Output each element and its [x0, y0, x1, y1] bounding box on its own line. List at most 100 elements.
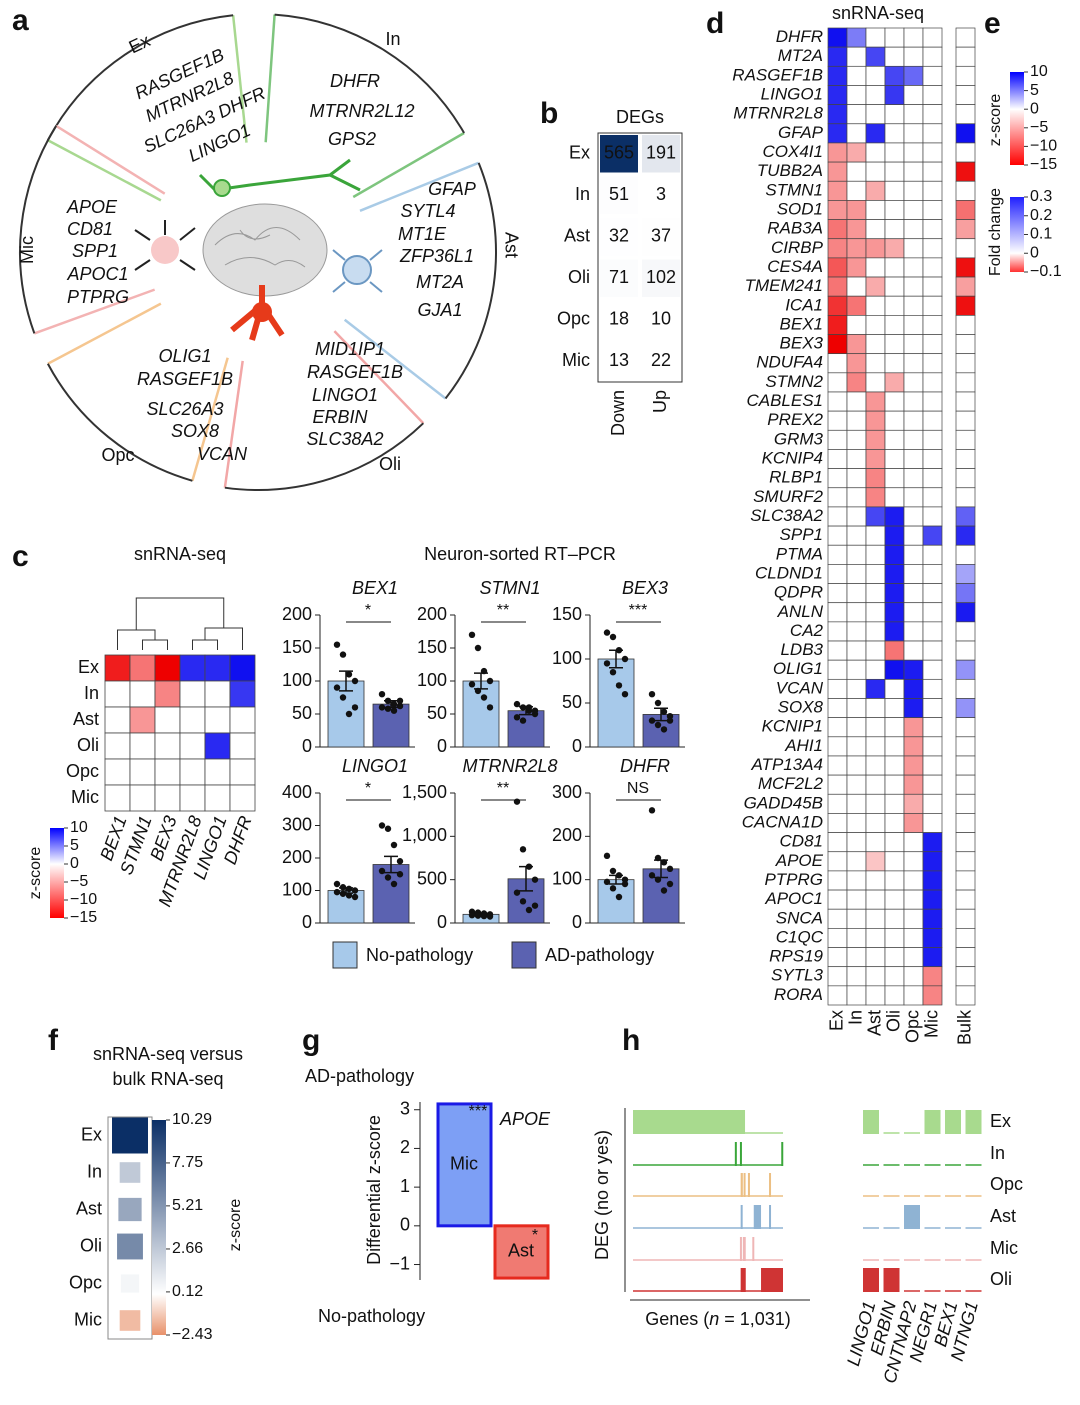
- row-label: Ex: [990, 1111, 1011, 1131]
- heatmap-cell: [884, 487, 905, 508]
- heatmap-cell: [903, 985, 924, 1006]
- gene-label: STMN2: [765, 372, 823, 391]
- deg-segment: [742, 1237, 746, 1261]
- deg-cell: [904, 1205, 920, 1229]
- heatmap-cell: [119, 1162, 141, 1183]
- y-tick-label: 500: [417, 868, 447, 888]
- colorbar-tick-label: −15: [70, 909, 97, 926]
- table-title: DEGs: [616, 107, 664, 127]
- gene-label: CACNA1D: [742, 812, 823, 831]
- heatmap-cell: [922, 219, 943, 240]
- heatmap-cell: [865, 908, 886, 929]
- heatmap-cell: [179, 680, 206, 708]
- data-point: [486, 704, 494, 711]
- data-point: [378, 691, 386, 698]
- colorbar-label: z-score: [27, 847, 44, 900]
- gene-label: MID1IP1: [315, 339, 385, 359]
- heatmap-cell: [903, 755, 924, 776]
- heatmap-cell: [884, 410, 905, 431]
- heatmap-cell: [865, 65, 886, 86]
- gene-label: CD81: [780, 832, 823, 851]
- colorbar-tick-label: 0: [70, 855, 79, 872]
- data-point: [666, 713, 674, 720]
- row-label: Mic: [562, 350, 590, 370]
- heatmap-cell: [903, 46, 924, 67]
- gene-label: SYTL4: [400, 201, 455, 221]
- legend-swatch: [332, 941, 358, 969]
- panel-label: f: [48, 1024, 59, 1057]
- heatmap-cell: [865, 353, 886, 374]
- gene-label: GRM3: [774, 429, 824, 448]
- bulk-cell: [955, 315, 976, 335]
- data-point: [468, 681, 476, 688]
- heatmap-cell: [903, 391, 924, 412]
- sector-edge: [47, 302, 229, 482]
- heatmap-cell: [922, 736, 943, 757]
- heatmap-cell: [903, 544, 924, 565]
- bar: [507, 710, 545, 748]
- heatmap-cell: [846, 219, 867, 240]
- heatmap-cell: [903, 717, 924, 738]
- sector-arc: [274, 13, 465, 134]
- row-label: Mic: [74, 1309, 102, 1329]
- heatmap-cell: [204, 680, 231, 708]
- gene-label: KCNIP1: [762, 717, 823, 736]
- heatmap-cell: [865, 736, 886, 757]
- heatmap-cell: [884, 640, 905, 661]
- heatmap-cell: [846, 334, 867, 355]
- data-point: [390, 841, 398, 849]
- heatmap-cell: [884, 315, 905, 335]
- data-point: [660, 726, 668, 733]
- gene-label: BEX3: [780, 334, 824, 353]
- heatmap-cell: [154, 706, 181, 734]
- bulk-cell: [955, 793, 976, 814]
- heatmap-cell: [865, 659, 886, 680]
- sector-edge: [33, 124, 166, 335]
- heatmap-cell: [865, 813, 886, 833]
- panel-title: snRNA-seq versus: [93, 1044, 243, 1064]
- heatmap-cell: [884, 391, 905, 412]
- bulk-cell: [955, 104, 976, 125]
- heatmap-cell: [846, 410, 867, 431]
- bar-label: Ast: [508, 1241, 534, 1261]
- heatmap-cell: [846, 832, 867, 853]
- heatmap-cell: [922, 889, 943, 910]
- heatmap-cell: [884, 602, 905, 623]
- heatmap-cell: [846, 506, 867, 527]
- heatmap-cell: [922, 640, 943, 661]
- heatmap-cell: [846, 870, 867, 891]
- significance: *: [532, 1227, 538, 1244]
- data-point: [519, 717, 527, 724]
- bulk-cell: [955, 717, 976, 738]
- row-label: Ast: [990, 1206, 1016, 1226]
- cell-value: 22: [651, 350, 671, 370]
- data-point: [333, 888, 341, 896]
- bulk-cell: [955, 851, 976, 872]
- heatmap-title: snRNA-seq: [832, 3, 924, 23]
- colorbar-tick-label: 0: [1030, 100, 1039, 117]
- bulk-cell: [955, 468, 976, 489]
- heatmap-cell: [884, 46, 905, 67]
- heatmap-cell: [827, 295, 848, 316]
- y-tick-label: 0: [572, 736, 582, 756]
- deg-cell: [924, 1110, 941, 1134]
- data-point: [333, 641, 341, 648]
- column-label: Ex: [826, 1010, 846, 1031]
- heatmap-cell: [154, 654, 181, 682]
- heatmap-cell: [922, 813, 943, 833]
- bulk-cell: [955, 238, 976, 259]
- heatmap-cell: [846, 774, 867, 795]
- sector-name: Ast: [501, 232, 521, 258]
- heatmap-cell: [846, 889, 867, 910]
- heatmap-cell: [922, 142, 943, 163]
- heatmap-cell: [827, 238, 848, 259]
- heatmap-cell: [846, 698, 867, 718]
- bulk-cell: [955, 813, 976, 833]
- data-point: [621, 655, 629, 663]
- colorbar-tick-label: −10: [70, 891, 97, 908]
- heatmap-cell: [129, 732, 156, 760]
- heatmap-cell: [204, 784, 231, 812]
- heatmap-cell: [903, 334, 924, 355]
- heatmap-cell: [827, 736, 848, 757]
- heatmap-cell: [903, 123, 924, 144]
